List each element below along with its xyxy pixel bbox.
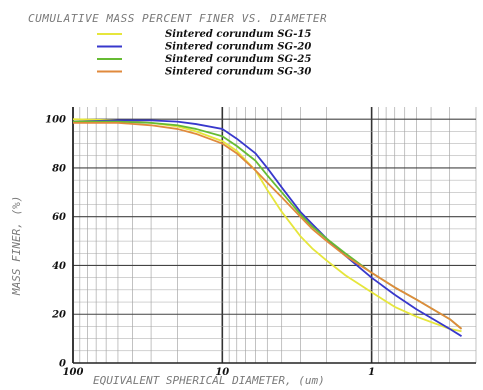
grid: [72, 107, 477, 364]
series-group: [72, 118, 463, 337]
y-axis-label: MASS FINER, (%): [10, 196, 23, 296]
legend-entry: Sintered corundum SG-25: [165, 54, 311, 65]
plot-area: [73, 107, 476, 363]
y-tick-label: 20: [51, 310, 66, 321]
legend-entry: Sintered corundum SG-15: [165, 29, 311, 40]
legend: Sintered corundum SG-15 Sintered corundum…: [97, 29, 311, 78]
legend-entry: Sintered corundum SG-20: [165, 42, 311, 53]
x-axis-label: EQUIVALENT SPHERICAL DIAMETER, (um): [93, 374, 325, 387]
series-line-1: [72, 118, 462, 333]
legend-entry: Sintered corundum SG-30: [165, 67, 311, 78]
y-tick-label: 60: [52, 212, 66, 223]
series-line-4: [73, 121, 463, 330]
y-tick-label: 100: [45, 115, 66, 126]
y-tick-label: 0: [59, 359, 66, 370]
series-line-2: [72, 119, 463, 337]
x-tick-label: 10: [215, 367, 229, 378]
y-tick-label: 40: [52, 261, 66, 272]
chart-title: CUMULATIVE MASS PERCENT FINER VS. DIAMET…: [28, 12, 327, 25]
x-tick-label: 100: [63, 367, 84, 378]
y-tick-label: 80: [52, 163, 66, 174]
x-tick-label: 1: [368, 367, 375, 378]
